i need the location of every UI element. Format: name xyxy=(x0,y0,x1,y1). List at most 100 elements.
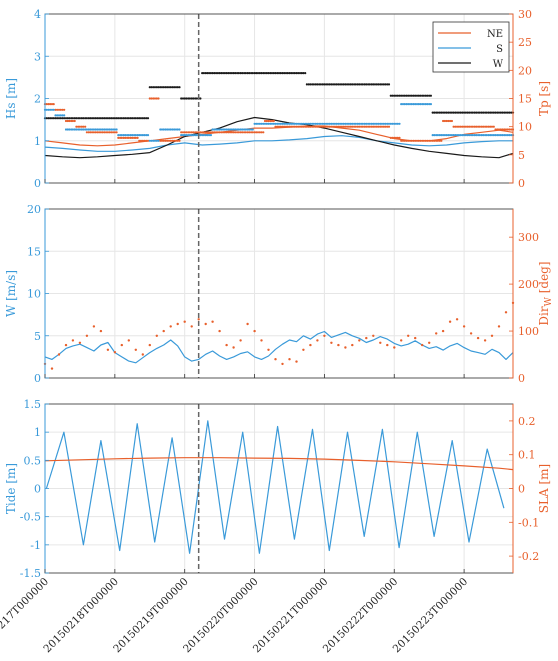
data-point xyxy=(267,119,270,123)
data-point xyxy=(120,134,123,137)
data-point xyxy=(112,131,115,134)
y-tick-label-left: 0 xyxy=(34,177,41,190)
data-point xyxy=(506,128,509,131)
data-point xyxy=(384,122,387,125)
data-point xyxy=(206,72,209,75)
data-point xyxy=(274,122,277,125)
data-point xyxy=(436,134,439,137)
data-point xyxy=(59,117,62,120)
data-point xyxy=(368,122,371,125)
x-tick-label: 20150221T000000 xyxy=(251,576,331,656)
data-point xyxy=(127,117,130,120)
y-tick-label-left: 0 xyxy=(34,372,41,385)
data-point xyxy=(337,83,340,86)
data-point xyxy=(211,72,214,75)
data-point xyxy=(120,136,123,139)
data-point xyxy=(85,131,88,134)
data-point xyxy=(328,122,331,125)
data-point xyxy=(421,103,424,106)
data-point xyxy=(342,122,345,125)
data-point xyxy=(487,134,490,137)
data-point xyxy=(270,119,274,123)
data-point xyxy=(68,117,71,120)
data-point xyxy=(476,336,480,340)
data-point xyxy=(167,128,171,131)
data-point xyxy=(215,131,218,134)
data-point xyxy=(377,83,380,86)
data-point xyxy=(312,122,315,125)
data-point xyxy=(370,125,373,128)
series-line-w xyxy=(44,116,514,159)
data-point xyxy=(176,86,179,89)
data-point xyxy=(167,86,171,89)
data-point xyxy=(290,122,293,125)
data-point xyxy=(485,134,488,137)
data-point xyxy=(159,128,162,131)
data-point xyxy=(209,134,212,137)
data-point xyxy=(56,114,59,117)
data-point xyxy=(298,72,302,75)
data-point xyxy=(274,358,277,361)
data-point xyxy=(295,360,298,363)
data-point xyxy=(436,139,439,142)
y-tick-label-right: 0 xyxy=(518,483,525,496)
data-point xyxy=(286,72,289,75)
data-point xyxy=(82,125,85,128)
data-point xyxy=(394,94,398,97)
data-point xyxy=(347,122,350,125)
data-point xyxy=(274,125,277,128)
data-point xyxy=(110,117,113,120)
data-point xyxy=(136,136,139,139)
data-point xyxy=(215,128,218,131)
data-point xyxy=(218,128,221,131)
data-point xyxy=(63,117,66,120)
data-point xyxy=(253,329,256,333)
data-point xyxy=(494,128,497,131)
data-point xyxy=(456,111,459,114)
data-point xyxy=(229,131,232,134)
data-point xyxy=(230,72,233,75)
data-point xyxy=(492,111,495,114)
data-point xyxy=(325,125,328,128)
data-point xyxy=(281,122,284,125)
data-point xyxy=(127,339,130,342)
data-point xyxy=(194,131,197,134)
series-line-sla xyxy=(44,457,514,471)
data-point xyxy=(73,128,76,131)
y-tick-label-left: 0 xyxy=(34,483,41,496)
data-point xyxy=(99,131,102,134)
data-point xyxy=(363,125,366,128)
data-point xyxy=(438,134,441,137)
data-point xyxy=(92,325,96,328)
data-point xyxy=(117,134,120,137)
data-point xyxy=(176,128,179,131)
data-point xyxy=(346,83,349,86)
data-point xyxy=(293,122,296,125)
data-point xyxy=(372,334,375,337)
data-point xyxy=(457,125,460,128)
data-point xyxy=(367,83,370,86)
data-point xyxy=(298,122,302,125)
series-dots-dir-w xyxy=(43,301,515,370)
data-point xyxy=(459,125,462,128)
data-point xyxy=(178,139,181,142)
data-point xyxy=(262,72,265,75)
data-point xyxy=(92,128,95,131)
data-point xyxy=(360,122,363,125)
data-point xyxy=(478,134,481,137)
data-point xyxy=(258,131,261,134)
data-point xyxy=(351,83,354,86)
data-point xyxy=(477,134,480,137)
data-point xyxy=(237,128,240,131)
data-point xyxy=(356,83,359,86)
data-point xyxy=(360,83,363,86)
data-point xyxy=(279,122,282,125)
data-point xyxy=(241,131,244,134)
data-point xyxy=(103,128,106,131)
data-point xyxy=(356,122,359,125)
data-point xyxy=(99,329,103,333)
data-point xyxy=(487,111,490,114)
data-point xyxy=(78,128,81,131)
data-point xyxy=(265,122,268,125)
data-point xyxy=(340,125,343,128)
